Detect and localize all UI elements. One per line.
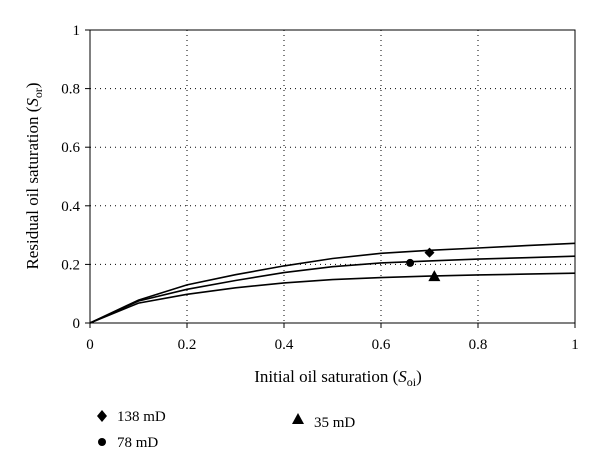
legend-label-78md: 78 mD [117,435,158,451]
y-tick-label: 0.8 [61,82,80,98]
grid-lines [90,30,575,323]
curve-line-1 [89,242,576,324]
data-points [406,247,441,282]
x-tick-label: 0 [86,337,94,353]
legend: 138 mD 78 mD 35 mD [97,409,355,451]
x-tick-label: 1 [571,337,579,353]
x-axis-title: Initial oil saturation (Soi) [254,367,422,389]
y-axis-ticks: 0 0.2 0.4 0.6 0.8 1 [61,23,90,332]
legend-item-35md: 35 mD [292,413,355,431]
x-axis-ticks: 0 0.2 0.4 0.6 0.8 1 [86,323,579,353]
point-triangle-35md [428,270,441,282]
x-tick-label: 0.4 [275,337,294,353]
point-diamond-138md [424,247,435,258]
y-tick-label: 0.6 [61,140,80,156]
y-tick-label: 0 [73,316,81,332]
curve-line-3 [89,272,576,324]
point-circle-78md [406,258,415,267]
x-tick-label: 0.8 [469,337,488,353]
curve-line-2 [89,255,576,324]
legend-diamond-marker [97,410,107,422]
y-axis-title: Residual oil saturation (Sor) [23,82,45,269]
legend-item-138md: 138 mD [97,409,166,425]
x-tick-label: 0.6 [372,337,391,353]
curves [89,242,576,324]
legend-label-35md: 35 mD [314,415,355,431]
x-tick-label: 0.2 [178,337,197,353]
y-tick-label: 0.4 [61,199,80,215]
y-tick-label: 0.2 [61,257,80,273]
legend-triangle-marker [292,413,304,424]
legend-circle-marker [98,438,106,446]
y-tick-label: 1 [73,23,81,39]
legend-label-138md: 138 mD [117,409,166,425]
legend-item-78md: 78 mD [98,435,158,451]
plot-frame [89,29,576,324]
